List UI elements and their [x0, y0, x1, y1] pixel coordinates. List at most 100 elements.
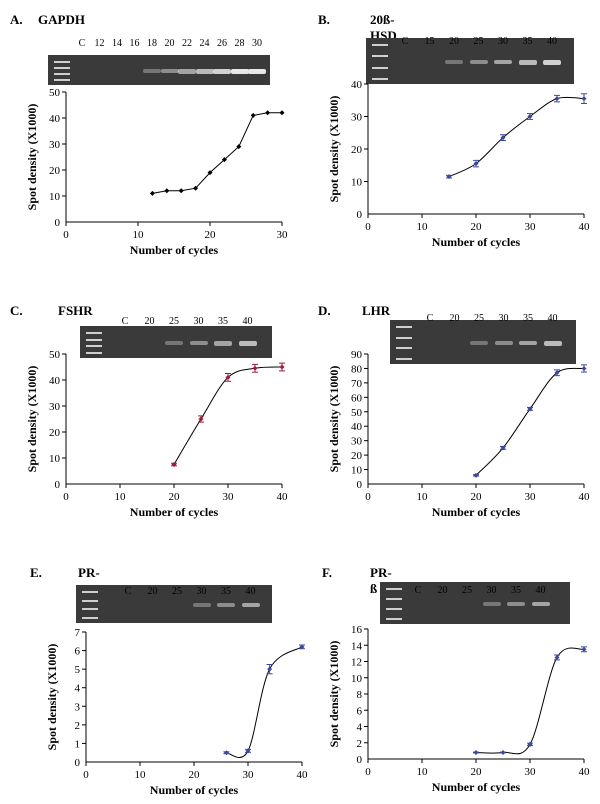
x-tick-label: 0 [365, 766, 371, 778]
panel-gene-title: PR-ß [370, 565, 392, 596]
gel-ladder-band [372, 66, 388, 69]
x-tick-label: 20 [189, 769, 201, 781]
gel-lane-label: 35 [221, 586, 231, 597]
gel-band [519, 341, 537, 346]
x-tick-label: 10 [417, 766, 429, 778]
panel-letter: A. [10, 12, 23, 27]
gel-lane-label: 20 [449, 313, 460, 324]
y-tick-label: 40 [49, 375, 61, 387]
gel-ladder-band [54, 73, 70, 75]
x-tick-label: 40 [579, 766, 591, 778]
gel-lane-label: 12 [94, 38, 105, 49]
gel-band [213, 69, 231, 75]
y-tick-label: 30 [49, 401, 61, 413]
data-point [198, 416, 204, 422]
gel-ladder-band [396, 336, 412, 339]
gel-image [380, 582, 570, 624]
gel-lane-label: 26 [217, 38, 227, 49]
gel-band [214, 341, 232, 346]
x-tick-label: 20 [471, 221, 483, 233]
gel-ladder-band [396, 347, 412, 350]
y-axis-title: Spot density (X1000) [327, 96, 341, 203]
data-point [221, 157, 227, 163]
gel-lane-label: 35 [218, 316, 228, 327]
y-tick-label: 3 [75, 701, 81, 713]
y-tick-label: 70 [351, 378, 363, 390]
data-point [473, 750, 479, 755]
y-axis-title: Spot density (X1000) [25, 366, 39, 473]
data-point [178, 188, 184, 194]
data-point [500, 750, 506, 755]
panel-letter: B. [318, 12, 330, 27]
y-tick-label: 10 [49, 191, 61, 203]
x-tick-label: 10 [135, 769, 147, 781]
series-line [448, 96, 585, 178]
gel-band [543, 60, 561, 65]
gel-lane-label: 35 [511, 585, 521, 596]
data-point [225, 374, 231, 380]
y-axis-title: Spot density (X1000) [327, 641, 341, 748]
gel-lane-label: 25 [474, 313, 484, 324]
y-tick-label: 60 [351, 392, 363, 404]
x-axis-title: Number of cycles [150, 783, 239, 797]
gel-lane-label: 14 [112, 38, 122, 49]
y-tick-label: 0 [55, 479, 61, 491]
y-tick-label: 10 [351, 177, 363, 189]
gel-band [494, 341, 513, 346]
panel-letter: F. [322, 565, 332, 580]
gel-lane-label: 25 [172, 586, 182, 597]
gel-lane-label: 40 [547, 36, 557, 47]
y-tick-label: 50 [351, 407, 363, 419]
gel-band [178, 69, 196, 74]
x-tick-label: 30 [525, 491, 537, 503]
y-tick-label: 40 [49, 113, 61, 125]
gel-band [531, 602, 550, 607]
chart-gapdh: 10 20 30 40 50 00 10 20 30 Number of cycles Spot d… [25, 87, 288, 257]
gel-image [366, 38, 574, 84]
gel-ladder-band [386, 608, 402, 610]
gel-ladder-band [386, 598, 402, 600]
gel-ladder-band [82, 591, 98, 593]
gel-ladder-band [396, 358, 412, 360]
gel-lane-label: 40 [547, 313, 558, 324]
data-point [554, 654, 560, 660]
chart-fshr: 10 20 30 40 50 00 10 20 30 40 Number of cycles Spot… [25, 349, 288, 519]
gel-ladder-band [396, 326, 412, 328]
data-point [527, 114, 533, 119]
gel-image [76, 585, 272, 623]
y-axis-title: Spot density (X1000) [327, 366, 341, 473]
series-line [475, 647, 585, 755]
y-tick-label: 30 [351, 112, 363, 124]
y-tick-label: 10 [351, 673, 363, 685]
x-tick-label: 30 [243, 769, 255, 781]
x-tick-label: 40 [297, 769, 309, 781]
panel-letter: E. [30, 565, 42, 580]
x-tick-label: 0 [63, 229, 69, 241]
y-tick-label: 30 [351, 436, 363, 448]
y-axis-title: Spot density (X1000) [25, 104, 39, 211]
data-point [446, 174, 452, 180]
y-tick-label: 2 [357, 738, 363, 750]
data-point [527, 406, 533, 412]
gel-ladder-band [86, 352, 102, 354]
data-point [500, 445, 506, 451]
gel-lane-label: C [414, 585, 422, 596]
panel-gene-title: GAPDH [38, 12, 85, 27]
x-axis-title: Number of cycles [432, 235, 521, 249]
x-tick-label: 10 [417, 221, 429, 233]
gel-ladder-band [82, 599, 98, 602]
data-point [245, 748, 251, 754]
x-axis-title: Number of cycles [432, 505, 521, 519]
x-tick-label: 30 [223, 491, 235, 503]
gel-band [470, 341, 488, 345]
gel-lane-label: 30 [252, 38, 262, 49]
chart-lhr: 10 20 30 40 50 60 70 80 90 00 10 20 30 40 Number of cy… [327, 349, 590, 519]
x-tick-label: 40 [579, 221, 591, 233]
gel-lane-label: 30 [498, 313, 509, 324]
gel-lane-label: 16 [129, 38, 140, 49]
gel-band [192, 603, 211, 607]
data-point [554, 370, 560, 376]
x-tick-label: 0 [365, 491, 371, 503]
chart-pr-alpha: 1 2 3 4 5 6 7 00 10 20 30 40 Number of cycles Spot de… [45, 627, 309, 797]
gel-lane-label: 18 [147, 38, 157, 49]
